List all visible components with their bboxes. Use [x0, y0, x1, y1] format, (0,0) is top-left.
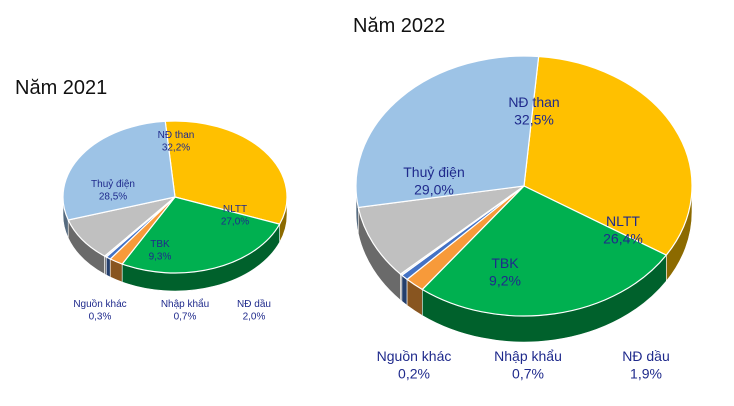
pie-2021-label-nhap-khau: Nhập khẩu 0,7% — [161, 298, 209, 323]
pie-2021-label-thuy-dien: Thuỷ điện 28,5% — [91, 178, 135, 203]
pie-2022-label-nhap-khau: Nhập khẩu 0,7% — [494, 348, 562, 382]
pie-2021-slice-thuy-dien — [62, 120, 176, 221]
pie-2022-slice-thuy-dien — [355, 55, 540, 209]
pie-2022-slice-nd-than — [523, 55, 693, 256]
pie-2021-slice-nltt — [121, 196, 281, 274]
pie-2022-label-tbk: TBK 9,2% — [489, 255, 521, 289]
chart-title-2021: Năm 2021 — [15, 77, 107, 99]
pie-2022-side-nhap-khau — [401, 274, 408, 306]
pie-2021-label-tbk: TBK 9,3% — [149, 239, 172, 263]
pie-2021-label-nguon-khac: Nguồn khác 0,3% — [73, 298, 126, 323]
pie-2021-label-nd-than: NĐ than 32,2% — [158, 130, 195, 154]
pie-2021-slice-nd-than — [164, 120, 288, 225]
pie-2021: NĐ than 32,2% NLTT 27,0% NĐ dầu 2,0% Nhập khẩu… — [62, 120, 288, 323]
pie-2021-label-nd-dau: NĐ dầu 2,0% — [237, 298, 271, 323]
pie-2022-label-nd-dau: NĐ dầu 1,9% — [622, 348, 669, 382]
pie-2022-label-nltt: NLTT 26,4% — [603, 213, 643, 247]
pie-2022-label-nd-than: NĐ than 32,5% — [508, 94, 559, 128]
pie-2022: NĐ than 32,5% NLTT 26,4% NĐ dầu 1,9% Nhập khẩu… — [355, 55, 693, 382]
chart-title-2022: Năm 2022 — [353, 15, 445, 37]
pie-2022-slice-tbk — [357, 185, 525, 275]
pie-2021-side-nhap-khau — [105, 256, 111, 278]
pie-2022-slice-nltt — [421, 185, 668, 317]
pie-2022-label-nguon-khac: Nguồn khác 0,2% — [377, 348, 452, 382]
pie-2022-label-thuy-dien: Thuỷ điện 29,0% — [403, 164, 464, 198]
pie-2021-label-nltt: NLTT 27,0% — [221, 204, 249, 228]
